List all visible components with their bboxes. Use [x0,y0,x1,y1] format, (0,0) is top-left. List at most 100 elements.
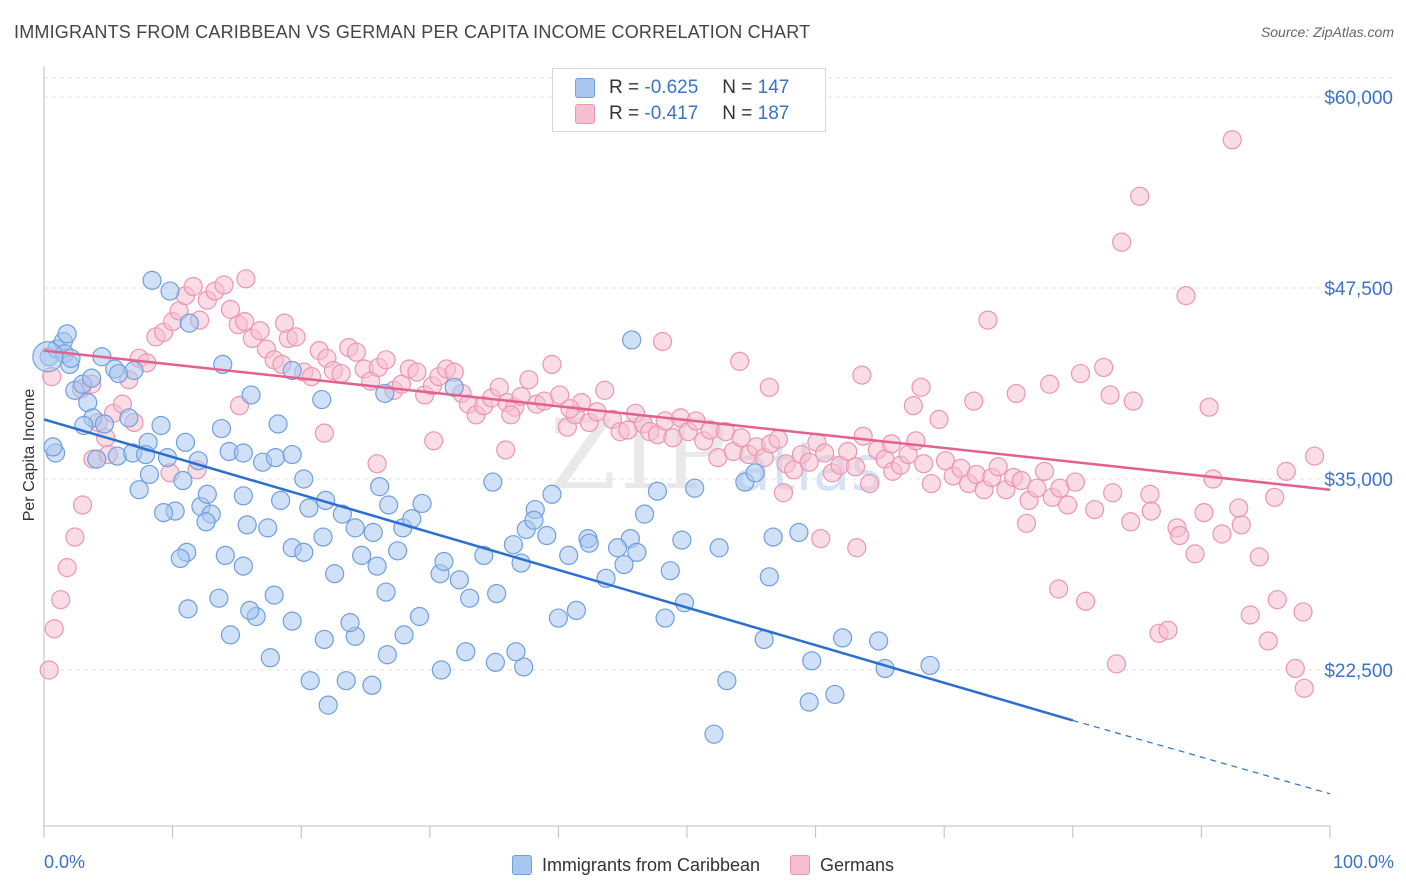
data-point [1070,363,1091,384]
n-label: N = [722,103,753,124]
data-point [240,600,260,621]
data-point [1123,391,1143,411]
data-point [627,542,647,562]
data-point [142,270,162,290]
data-point [1130,186,1150,206]
data-point [647,481,668,501]
data-point [1141,501,1161,521]
data-point [209,588,229,608]
data-point [39,660,59,680]
data-point [672,530,692,550]
data-point [1194,503,1214,523]
data-point [362,675,382,695]
y-tick-labels: $22,500 $35,000 $47,500 $60,000 [1324,88,1393,682]
data-point [1185,544,1205,564]
data-point [376,582,396,602]
data-point [559,545,579,566]
data-point [595,380,615,400]
data-point [1076,591,1096,611]
data-point [852,365,872,385]
data-point [978,310,998,330]
data-point [784,460,804,480]
data-point [869,631,889,651]
data-point [313,527,333,547]
data-point [634,504,655,524]
data-point [731,428,751,448]
data-point [233,486,253,506]
data-point [336,671,356,691]
data-point [271,490,291,510]
data-point [43,437,63,457]
data-point [241,385,261,405]
data-point [1169,525,1190,546]
data-point [1222,130,1242,150]
data-point [139,464,160,485]
data-point [282,611,302,631]
data-point [914,454,934,474]
data-point [424,431,444,451]
data-point [1058,495,1078,515]
data-point [579,533,599,553]
legend-item-caribbean[interactable]: Immigrants from Caribbean [511,852,760,878]
data-point [214,275,234,295]
data-point [566,600,587,621]
series-caribbean [32,270,940,744]
data-point [211,418,232,439]
trend-line-germans [43,349,1331,491]
data-point [1249,547,1269,567]
data-point [1240,605,1260,625]
data-point [1140,484,1160,504]
data-point [108,363,129,384]
data-point [301,367,322,387]
data-point [409,606,430,627]
data-point [412,493,432,514]
data-point [614,554,634,575]
data-point [524,510,544,530]
data-point [367,454,387,474]
data-point [730,351,750,371]
legend-item-germans[interactable]: Germans [790,852,894,878]
data-point [153,503,174,523]
data-point [1285,658,1305,679]
germans-swatch [575,104,595,124]
data-point [394,625,414,645]
data-point [935,451,956,471]
r-value: -0.417 [644,103,699,124]
data-point [622,330,642,350]
data-point [745,463,765,483]
data-point [759,567,779,587]
data-point [550,385,570,405]
data-point [178,599,198,619]
n-label: N = [722,77,753,98]
data-point [853,426,873,446]
data-point [1027,478,1047,498]
data-point [407,362,427,382]
data-point [377,645,397,665]
data-point [314,629,334,650]
data-point [274,313,295,333]
data-point [379,495,399,515]
data-point [496,440,516,460]
data-point [825,684,845,705]
data-point [815,443,835,463]
r-value: -0.625 [644,77,699,98]
data-point [215,545,235,566]
y-tick-label: $35,000 [1324,470,1393,491]
data-point [294,542,314,562]
data-point [607,538,628,558]
data-point [81,368,102,388]
data-point [1158,620,1178,640]
data-point [1011,470,1031,491]
y-tick-label: $60,000 [1324,88,1393,109]
data-point [57,324,77,344]
data-point [345,518,365,538]
data-point [845,457,866,477]
data-point [1085,499,1105,520]
data-point [352,545,372,566]
data-point [906,431,926,451]
data-point [911,377,931,397]
trend-line-caribbean-extension [1072,719,1331,795]
data-point [704,724,724,744]
data-point [119,408,139,428]
data-point [233,443,253,463]
